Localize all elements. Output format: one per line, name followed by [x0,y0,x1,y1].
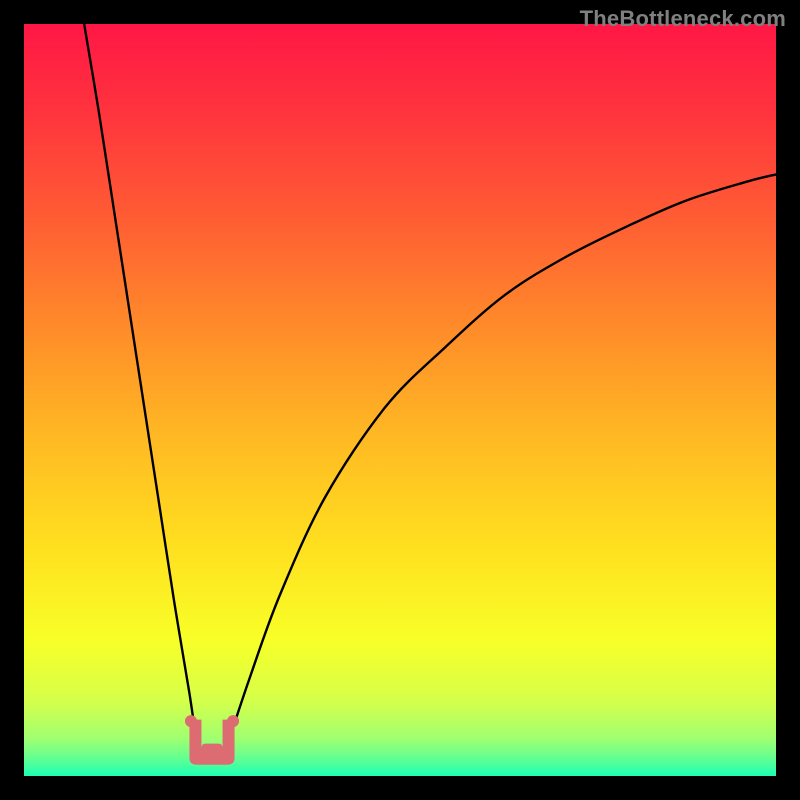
chart-stage: TheBottleneck.com [0,0,800,800]
trough-marker-dot-1 [227,715,239,727]
bottleneck-chart [0,0,800,800]
gradient-background [24,24,776,776]
trough-marker-dot-0 [185,715,197,727]
watermark-text: TheBottleneck.com [580,6,786,32]
